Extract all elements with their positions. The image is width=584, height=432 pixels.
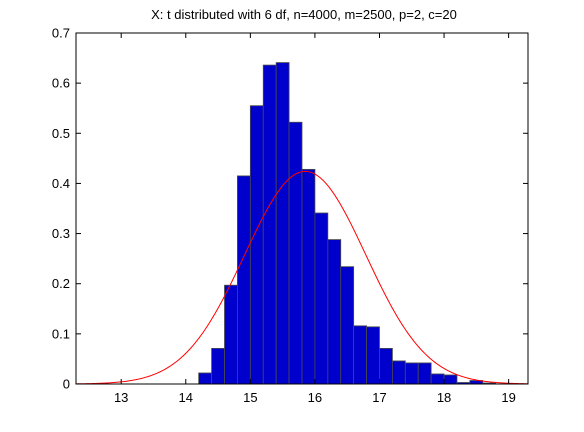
histogram-bar (391, 360, 406, 385)
x-tick-label: 15 (243, 390, 257, 405)
y-tick-label: 0.3 (52, 226, 70, 241)
histogram-bar (301, 168, 316, 385)
y-tick-label: 0.4 (52, 176, 70, 191)
histogram-bar (404, 362, 419, 385)
histogram-bar (249, 105, 264, 385)
x-tick-label: 19 (501, 390, 515, 405)
chart-title: X: t distributed with 6 df, n=4000, m=25… (151, 7, 457, 22)
y-tick-label: 0.1 (52, 326, 70, 341)
x-axis-ticks: 13 14 15 16 17 18 19 (114, 33, 516, 405)
y-tick-label: 0 (63, 377, 70, 392)
histogram-bar (224, 284, 238, 385)
histogram-bar (288, 121, 303, 385)
histogram-bar (366, 326, 380, 385)
histogram-bar (198, 372, 213, 385)
plot-frame (75, 32, 529, 385)
histogram-bar (262, 64, 277, 385)
histogram-bar (353, 325, 367, 385)
histogram-bar (379, 347, 393, 385)
y-axis-ticks: 0 0.1 0.2 0.3 0.4 0.5 0.6 0.7 (52, 26, 528, 392)
y-tick-label: 0.2 (52, 276, 70, 291)
histogram-bar (430, 373, 445, 385)
histogram-bar (275, 62, 290, 385)
histogram-bar (314, 212, 329, 385)
y-tick-label: 0.6 (52, 76, 70, 91)
overlay-curve (75, 170, 529, 385)
y-tick-label: 0.5 (52, 126, 70, 141)
x-tick-label: 18 (437, 390, 451, 405)
histogram-bar (327, 239, 342, 385)
histogram-bar (340, 266, 355, 385)
x-tick-label: 13 (114, 390, 128, 405)
bars-layer (198, 62, 497, 385)
histogram-bar (211, 347, 225, 385)
histogram-bar (237, 175, 251, 385)
histogram-bar (417, 362, 432, 385)
y-tick-label: 0.7 (52, 26, 70, 41)
histogram-bar (443, 374, 458, 385)
x-tick-label: 17 (372, 390, 386, 405)
x-tick-label: 14 (179, 390, 193, 405)
x-tick-label: 16 (308, 390, 322, 405)
